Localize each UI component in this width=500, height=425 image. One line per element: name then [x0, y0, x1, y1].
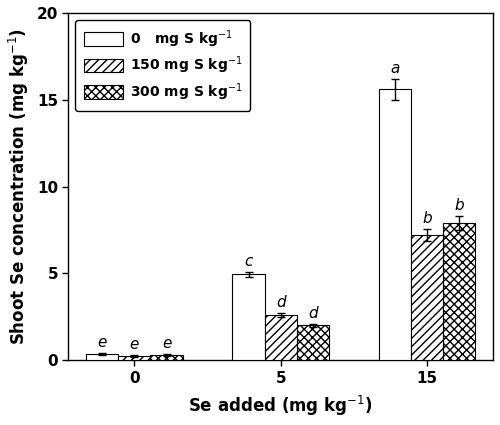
- Bar: [150, 355, 182, 360]
- Legend: 0   mg S kg$^{-1}$, 150 mg S kg$^{-1}$, 300 mg S kg$^{-1}$: 0 mg S kg$^{-1}$, 150 mg S kg$^{-1}$, 30…: [76, 20, 250, 111]
- Bar: [444, 223, 476, 360]
- X-axis label: Se added (mg kg$^{-1}$): Se added (mg kg$^{-1}$): [188, 394, 373, 418]
- Text: c: c: [244, 254, 252, 269]
- Text: e: e: [162, 336, 171, 351]
- Text: b: b: [422, 211, 432, 226]
- Text: a: a: [390, 61, 400, 76]
- Y-axis label: Shoot Se concentration (mg kg$^{-1}$): Shoot Se concentration (mg kg$^{-1}$): [7, 28, 31, 345]
- Text: b: b: [454, 198, 464, 213]
- Text: e: e: [130, 337, 139, 352]
- Bar: [118, 356, 150, 360]
- Text: e: e: [98, 335, 107, 350]
- Bar: [232, 274, 264, 360]
- Bar: [86, 354, 118, 360]
- Bar: [379, 89, 411, 360]
- Bar: [297, 326, 329, 360]
- Text: d: d: [276, 295, 285, 310]
- Bar: [264, 315, 297, 360]
- Text: d: d: [308, 306, 318, 320]
- Bar: [411, 235, 444, 360]
